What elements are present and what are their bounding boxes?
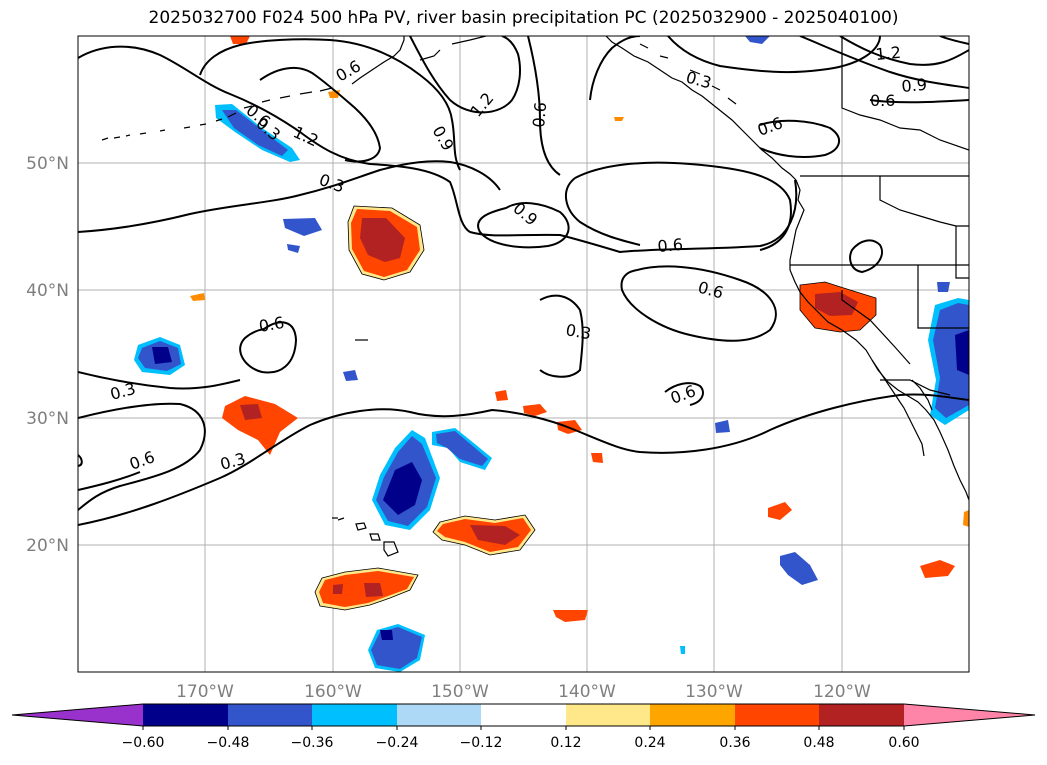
colorbar-tick-label: 0.24	[634, 735, 665, 751]
positive-pc-area	[768, 502, 792, 520]
colorbar-tick-label: 0.36	[719, 735, 750, 751]
negative-pc-area	[380, 630, 393, 640]
colorbar-tick-label: −0.24	[376, 735, 419, 751]
negative-pc-area	[933, 303, 969, 418]
positive-pc-area	[190, 293, 205, 301]
precipitation-shading	[134, 36, 969, 672]
colorbar-extend-high	[904, 704, 1035, 726]
negative-pc-area	[283, 218, 322, 236]
contour-label: 0.6	[529, 101, 550, 128]
negative-pc-area	[436, 431, 488, 466]
lon-tick-label: 140°W	[558, 682, 616, 702]
negative-pc-area	[937, 282, 950, 292]
lon-tick-label: 170°W	[176, 682, 234, 702]
negative-pc-area	[780, 552, 818, 585]
contour-label: 0.9	[901, 75, 928, 96]
positive-pc-area	[815, 292, 858, 316]
positive-pc-area	[240, 404, 262, 420]
positive-pc-area	[364, 583, 383, 597]
positive-pc-area	[920, 560, 955, 578]
positive-pc-area	[614, 117, 624, 121]
positive-pc-area	[360, 218, 405, 262]
contour-label: 0.3	[218, 449, 248, 474]
contour-label: 1.2	[467, 89, 498, 121]
hawaiian-islands	[332, 339, 399, 557]
colorbar-segment	[650, 704, 735, 726]
negative-pc-area	[152, 347, 172, 364]
negative-pc-area	[287, 244, 300, 253]
colorbar-tick-label: 0.12	[550, 735, 581, 751]
contour-label: 0.3	[317, 170, 347, 197]
positive-pc-area	[333, 584, 343, 594]
contour-label: 0.6	[127, 447, 157, 474]
colorbar-segment	[143, 704, 228, 726]
colorbar-segment	[735, 704, 819, 726]
colorbar-segment	[228, 704, 312, 726]
colorbar-segment	[481, 704, 566, 726]
map-frame	[77, 35, 970, 673]
negative-pc-area	[680, 646, 685, 654]
negative-pc-area	[222, 110, 288, 156]
lat-axis: 50°N 40°N 30°N 20°N	[26, 154, 69, 556]
contour-label: 0.3	[108, 379, 138, 404]
positive-pc-area	[553, 610, 588, 622]
pv-contours	[78, 36, 969, 526]
contour-label: 0.6	[696, 278, 726, 303]
contour-label: 0.6	[870, 91, 895, 110]
colorbar-tick-label: −0.48	[207, 735, 250, 751]
contour-label: 0.6	[755, 113, 785, 140]
lon-axis: 170°W 160°W 150°W 140°W 130°W 120°W	[176, 682, 871, 702]
lat-tick-label: 50°N	[26, 154, 69, 174]
positive-pc-area	[495, 390, 508, 401]
contour-label: 0.3	[684, 68, 714, 93]
positive-pc-area	[230, 36, 250, 44]
negative-pc-area	[343, 370, 358, 381]
colorbar-segment	[397, 704, 481, 726]
contour-label: 0.6	[257, 313, 285, 336]
colorbar-segment	[312, 704, 397, 726]
negative-pc-area	[745, 36, 770, 44]
colorbar-extend-low	[12, 704, 143, 726]
map-title: 2025032700 F024 500 hPa PV, river basin …	[148, 8, 899, 28]
colorbar-tick-label: −0.36	[291, 735, 334, 751]
coastlines	[101, 36, 969, 501]
contour-label: 1.2	[875, 43, 902, 64]
lon-tick-label: 160°W	[304, 682, 362, 702]
negative-pc-area	[955, 330, 969, 375]
positive-pc-area	[591, 453, 603, 463]
contour-label: 0.6	[333, 56, 365, 85]
colorbar-tick-label: −0.12	[460, 735, 503, 751]
positive-pc-area	[222, 396, 298, 455]
colorbar-segment	[819, 704, 904, 726]
negative-pc-area	[383, 462, 422, 515]
lat-tick-label: 40°N	[26, 281, 69, 301]
lon-tick-label: 130°W	[685, 682, 743, 702]
lat-tick-label: 20°N	[26, 536, 69, 556]
lon-tick-label: 150°W	[431, 682, 489, 702]
shading-outlines	[314, 205, 877, 611]
negative-pc-area	[715, 420, 730, 433]
colorbar: −0.60 −0.48 −0.36 −0.24 −0.12 0.12 0.24 0.36 0.4…	[11, 703, 1036, 751]
contour-label: 0.3	[564, 320, 592, 343]
lon-tick-label: 120°W	[813, 682, 871, 702]
colorbar-tick-label: −0.60	[122, 735, 165, 751]
positive-pc-area	[470, 525, 520, 545]
lat-tick-label: 30°N	[26, 409, 69, 429]
colorbar-tick-label: 0.60	[888, 735, 919, 751]
colorbar-tick-label: 0.48	[803, 735, 834, 751]
positive-pc-area	[963, 510, 969, 527]
contour-label: 0.6	[657, 235, 684, 256]
colorbar-segment	[566, 704, 650, 726]
contour-label: 1.2	[290, 122, 321, 150]
positive-pc-area	[523, 404, 547, 416]
